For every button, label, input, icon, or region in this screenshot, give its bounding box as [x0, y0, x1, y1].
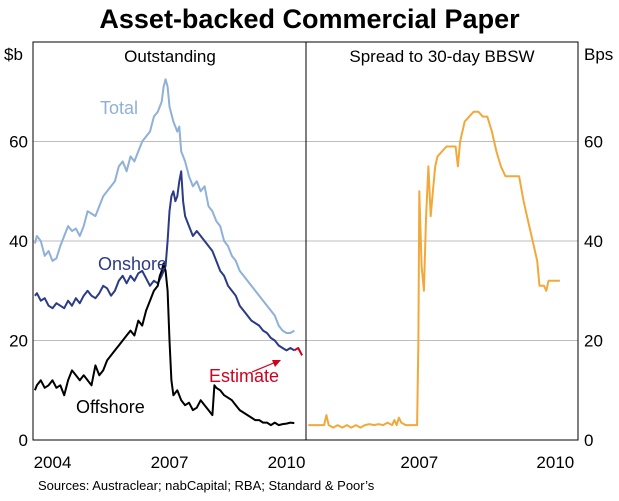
left-x-tick-2010: 2010 — [268, 453, 306, 472]
right-y-tick-40: 40 — [584, 232, 603, 251]
chart-title: Asset-backed Commercial Paper — [99, 4, 520, 34]
series-label-offshore: Offshore — [76, 397, 145, 417]
axis-labels: 2004 2007 2010 2007 2010 0 20 40 60 0 20 40 60 — [9, 133, 603, 473]
left-y-tick-40: 40 — [9, 232, 28, 251]
source-note: Sources: Austraclear; nabCapital; RBA; S… — [38, 478, 375, 493]
right-x-tick-2007: 2007 — [400, 453, 438, 472]
left-axis-unit: $b — [4, 45, 23, 64]
right-y-tick-20: 20 — [584, 332, 603, 351]
right-axis-unit: Bps — [584, 45, 613, 64]
right-y-tick-60: 60 — [584, 133, 603, 152]
left-x-tick-2007: 2007 — [151, 453, 189, 472]
gridlines — [33, 141, 578, 341]
left-x-tick-2004: 2004 — [34, 453, 72, 472]
right-y-tick-0: 0 — [584, 431, 593, 450]
left-panel-title: Outstanding — [124, 47, 216, 66]
left-series-offshore-line — [33, 262, 295, 427]
series-label-total: Total — [100, 98, 138, 118]
left-series-onshore-line — [34, 170, 295, 352]
series-label-onshore: Onshore — [98, 254, 167, 274]
left-series-total-line — [33, 78, 295, 334]
left-y-tick-20: 20 — [9, 332, 28, 351]
estimate-arrow — [251, 360, 281, 373]
series-label-estimate: Estimate — [209, 366, 279, 386]
right-panel-title: Spread to 30-day BBSW — [349, 47, 534, 66]
left-series-estimate-line — [293, 347, 303, 356]
left-y-tick-0: 0 — [19, 431, 28, 450]
right-x-tick-2010: 2010 — [536, 453, 574, 472]
series-layer — [33, 78, 560, 429]
right-series-spread-line — [308, 110, 560, 429]
left-y-tick-60: 60 — [9, 133, 28, 152]
